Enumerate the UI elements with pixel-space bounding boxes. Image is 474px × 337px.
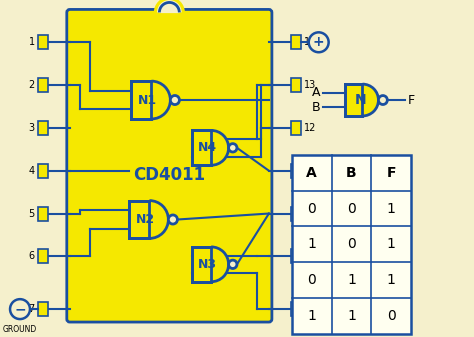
Bar [291,302,301,316]
Circle shape [309,32,328,52]
Circle shape [228,144,237,152]
Text: 14: 14 [304,37,316,47]
Text: N1: N1 [138,94,157,106]
Text: 1: 1 [347,309,356,323]
Text: 0: 0 [307,273,316,287]
Bar [291,78,301,92]
Text: 1: 1 [387,237,396,251]
Polygon shape [149,201,168,238]
Bar [38,207,48,220]
Text: 1: 1 [29,37,35,47]
Bar [38,302,48,316]
Bar [292,155,411,334]
Bar [38,249,48,263]
Text: A: A [311,86,320,99]
Text: 12: 12 [304,123,316,133]
Bar [131,81,151,119]
Circle shape [170,95,180,104]
Text: +: + [313,35,325,49]
Text: 8: 8 [304,304,310,314]
Bar [38,121,48,135]
Text: 0: 0 [307,202,316,216]
Text: B: B [311,101,320,114]
Text: −: − [14,302,26,316]
Text: 13: 13 [304,80,316,90]
Bar [291,164,301,178]
Text: 10: 10 [304,209,316,218]
Text: B: B [346,166,357,180]
Bar [38,78,48,92]
Text: CD4011: CD4011 [133,166,205,184]
Text: F: F [408,94,415,106]
Polygon shape [211,130,228,165]
Circle shape [168,215,177,224]
Text: GROUND: GROUND [3,325,37,334]
Text: 9: 9 [304,251,310,262]
Text: F: F [387,166,396,180]
Bar [128,201,149,238]
Text: 6: 6 [29,251,35,262]
Bar [291,207,301,220]
Text: 0: 0 [347,202,356,216]
Text: 2: 2 [29,80,35,90]
FancyBboxPatch shape [67,9,272,322]
Text: 1: 1 [347,273,356,287]
Text: N4: N4 [198,141,217,154]
Text: 11: 11 [304,166,316,176]
Bar [345,84,363,116]
Circle shape [228,260,237,269]
Text: 4: 4 [29,166,35,176]
Polygon shape [159,2,179,12]
Text: 7: 7 [29,304,35,314]
Bar [38,35,48,49]
Text: 1: 1 [307,237,316,251]
Text: 0: 0 [347,237,356,251]
Text: 1: 1 [307,309,316,323]
Bar [291,35,301,49]
Text: N2: N2 [136,213,155,226]
Bar [291,249,301,263]
Circle shape [378,96,387,104]
Circle shape [10,299,30,319]
Bar [291,121,301,135]
Bar [192,247,211,282]
Bar [192,130,211,165]
Text: 5: 5 [29,209,35,218]
Text: A: A [306,166,317,180]
Text: 0: 0 [387,309,396,323]
Polygon shape [211,247,228,282]
Bar [38,164,48,178]
Text: 3: 3 [29,123,35,133]
Text: 1: 1 [387,202,396,216]
Text: N3: N3 [198,258,217,271]
Text: 1: 1 [387,273,396,287]
Text: N: N [355,93,366,107]
Polygon shape [363,84,378,116]
Polygon shape [151,81,170,119]
